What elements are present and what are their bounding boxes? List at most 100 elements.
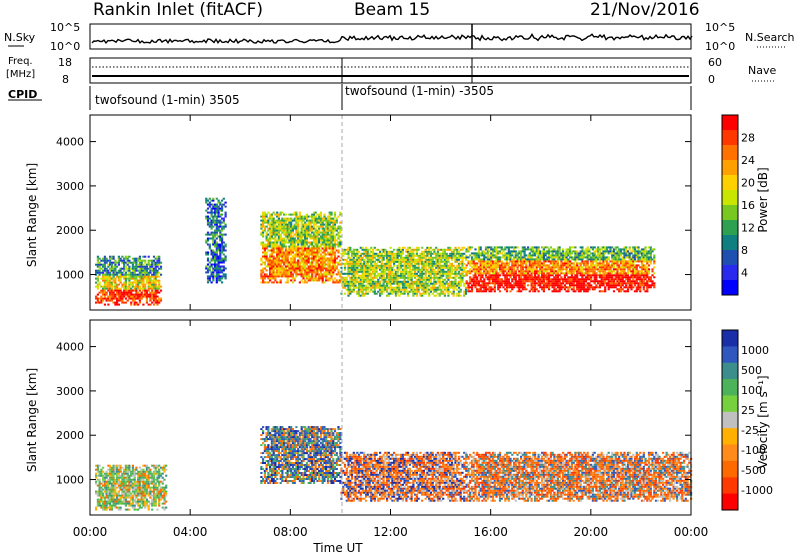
- data-cell: [454, 274, 457, 277]
- data-cell: [361, 276, 364, 279]
- data-cell: [311, 279, 314, 282]
- data-cell: [410, 288, 413, 291]
- data-cell: [352, 270, 355, 273]
- data-cell: [319, 267, 323, 270]
- data-cell: [272, 229, 275, 232]
- data-cell: [396, 290, 399, 293]
- data-cell: [514, 254, 517, 257]
- data-cell: [583, 290, 586, 293]
- data-cell: [222, 257, 225, 260]
- data-cell: [567, 260, 570, 263]
- data-cell: [208, 221, 211, 224]
- data-cell: [424, 282, 427, 285]
- data-cell: [293, 249, 296, 252]
- data-cell: [138, 263, 141, 266]
- data-cell: [431, 284, 434, 287]
- data-cell: [465, 256, 468, 259]
- data-cell: [305, 227, 309, 230]
- data-cell: [365, 280, 368, 283]
- data-cell: [349, 246, 352, 249]
- data-cell: [96, 293, 99, 296]
- data-cell: [318, 233, 321, 236]
- data-cell: [549, 282, 552, 285]
- data-cell: [443, 252, 446, 255]
- data-cell: [415, 262, 418, 265]
- data-cell: [307, 221, 310, 224]
- data-cell: [435, 274, 438, 277]
- data-cell: [457, 252, 461, 255]
- data-cell: [375, 258, 378, 261]
- data-cell: [357, 264, 361, 267]
- data-cell: [464, 292, 468, 295]
- data-cell: [96, 271, 99, 274]
- data-cell: [479, 274, 482, 277]
- data-cell: [365, 252, 368, 255]
- data-cell: [316, 233, 319, 236]
- data-cell: [221, 209, 224, 212]
- data-cell: [511, 258, 514, 261]
- data-cell: [366, 276, 369, 279]
- data-cell: [102, 299, 105, 302]
- data-cell: [221, 213, 224, 216]
- data-cell: [133, 293, 136, 296]
- data-cell: [412, 280, 415, 283]
- data-cell: [290, 271, 293, 274]
- data-cell: [284, 255, 287, 258]
- data-cell: [332, 229, 335, 232]
- data-cell: [539, 252, 542, 255]
- data-cell: [347, 262, 350, 265]
- data-cell: [429, 264, 432, 267]
- data-cell: [316, 265, 319, 268]
- data-cell: [586, 276, 589, 279]
- data-cell: [117, 297, 120, 300]
- data-cell: [156, 255, 159, 258]
- data-cell: [133, 265, 136, 268]
- data-cell: [483, 290, 486, 293]
- data-cell: [359, 252, 362, 255]
- data-cell: [298, 263, 301, 266]
- data-cell: [105, 271, 108, 274]
- data-cell: [467, 284, 470, 287]
- data-cell: [314, 255, 317, 258]
- data-cell: [205, 199, 208, 202]
- data-cell: [114, 295, 117, 298]
- data-cell: [415, 272, 418, 275]
- data-cell: [114, 259, 117, 262]
- data-cell: [431, 266, 434, 269]
- data-cell: [433, 268, 436, 271]
- data-cell: [281, 253, 284, 256]
- data-cell: [507, 282, 510, 285]
- data-cell: [562, 268, 565, 271]
- data-cell: [502, 248, 505, 251]
- data-cell: [513, 278, 516, 281]
- data-cell: [343, 286, 347, 289]
- data-cell: [565, 252, 568, 255]
- data-cell: [319, 231, 323, 234]
- data-cell: [477, 280, 481, 283]
- data-cell: [530, 286, 533, 289]
- data-cell: [305, 253, 309, 256]
- data-cell: [354, 274, 357, 277]
- data-cell: [319, 239, 323, 242]
- data-cell: [461, 278, 464, 281]
- data-cell: [283, 241, 286, 244]
- data-cell: [518, 288, 521, 291]
- data-cell: [577, 270, 580, 273]
- data-cell: [486, 288, 489, 291]
- data-cell: [516, 266, 519, 269]
- data-cell: [350, 264, 354, 267]
- data-cell: [548, 278, 551, 281]
- data-cell: [112, 267, 115, 270]
- data-cell: [443, 294, 446, 297]
- data-cell: [534, 282, 537, 285]
- data-cell: [465, 264, 468, 267]
- data-cell: [435, 288, 438, 291]
- data-cell: [318, 257, 321, 260]
- data-cell: [535, 258, 538, 261]
- data-cell: [459, 276, 462, 279]
- data-cell: [290, 233, 293, 236]
- data-cell: [518, 252, 521, 255]
- data-cell: [440, 272, 443, 275]
- data-cell: [325, 257, 328, 260]
- data-cell: [151, 301, 154, 304]
